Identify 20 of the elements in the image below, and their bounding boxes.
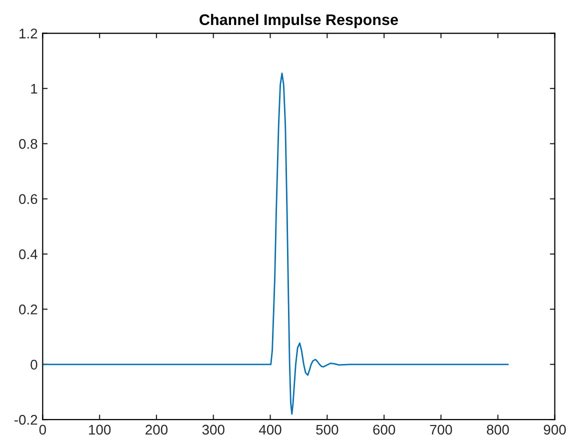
y-tick-label: 0.6 bbox=[19, 194, 38, 204]
x-tick-label: 600 bbox=[373, 424, 396, 435]
y-tick-label: -0.2 bbox=[14, 414, 38, 425]
y-tick-label: 1 bbox=[31, 84, 38, 94]
x-tick-label: 0 bbox=[39, 424, 46, 435]
x-tick-label: 200 bbox=[146, 424, 168, 435]
line-series bbox=[42, 72, 509, 415]
y-tick-label: 0.2 bbox=[19, 304, 38, 314]
x-tick-label: 500 bbox=[316, 424, 338, 435]
y-tick-label: 0 bbox=[30, 360, 38, 370]
x-tick-label: 100 bbox=[89, 424, 111, 435]
y-tick-label: 1.2 bbox=[20, 28, 38, 38]
x-tick-label: 400 bbox=[259, 424, 282, 435]
x-tick-label: 300 bbox=[202, 424, 224, 435]
chart-title: Channel Impulse Response bbox=[200, 14, 398, 28]
y-tick-label: 0.4 bbox=[19, 249, 38, 260]
x-tick-label: 700 bbox=[430, 424, 452, 435]
x-tick-label: 900 bbox=[544, 424, 566, 435]
x-tick-label: 800 bbox=[486, 424, 509, 435]
y-tick-label: 0.8 bbox=[19, 139, 38, 149]
